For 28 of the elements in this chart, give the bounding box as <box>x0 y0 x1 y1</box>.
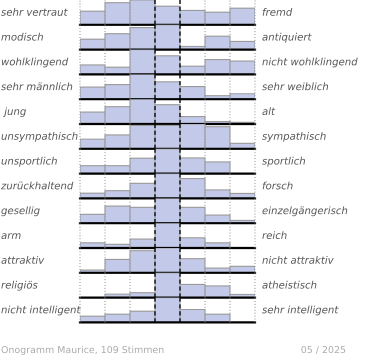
y2-axis-title: forsch <box>262 182 293 190</box>
y-axis-title: wohlklingend <box>2 58 68 68</box>
y-axis-title: gesellig <box>1 206 40 216</box>
y2-axis-title: nicht wohlklingend <box>262 58 358 68</box>
y-axis-title: religiös <box>1 280 38 291</box>
y2-axis-title: sympathisch <box>262 132 326 142</box>
y-axis-title: nicht intelligent <box>1 306 81 316</box>
text: Onogramm Maurice, 109 Stimmen <box>2 346 164 355</box>
y2-axis-title: sehr intelligent <box>262 306 339 316</box>
y-axis-title: sehr vertraut <box>1 8 68 16</box>
y-axis-title: unsympathisch <box>2 132 78 142</box>
y-axis-title: arm <box>1 233 21 240</box>
y2-axis-title: sportlich <box>262 156 306 167</box>
y-axis-title: zurückhaltend <box>0 182 74 190</box>
y-axis-title: jung <box>3 107 26 118</box>
y2-axis-title: antiquiert <box>262 32 312 43</box>
text: 05 / 2025 <box>301 346 346 354</box>
y-axis-title: sehr männlich <box>1 82 72 90</box>
y2-axis-title: alt <box>262 107 276 116</box>
y2-axis-title: sehr weiblich <box>262 82 328 90</box>
y2-axis-title: atheistisch <box>262 280 316 289</box>
y-axis-title: modisch <box>1 32 43 41</box>
y2-axis-title: nicht attraktiv <box>262 256 334 264</box>
y-axis-title: attraktiv <box>1 256 44 264</box>
y2-axis-title: reich <box>262 231 287 240</box>
y-axis-title: unsportlich <box>2 156 57 167</box>
y2-axis-title: einzelgängerisch <box>262 206 348 216</box>
y2-axis-title: fremd <box>262 8 292 16</box>
